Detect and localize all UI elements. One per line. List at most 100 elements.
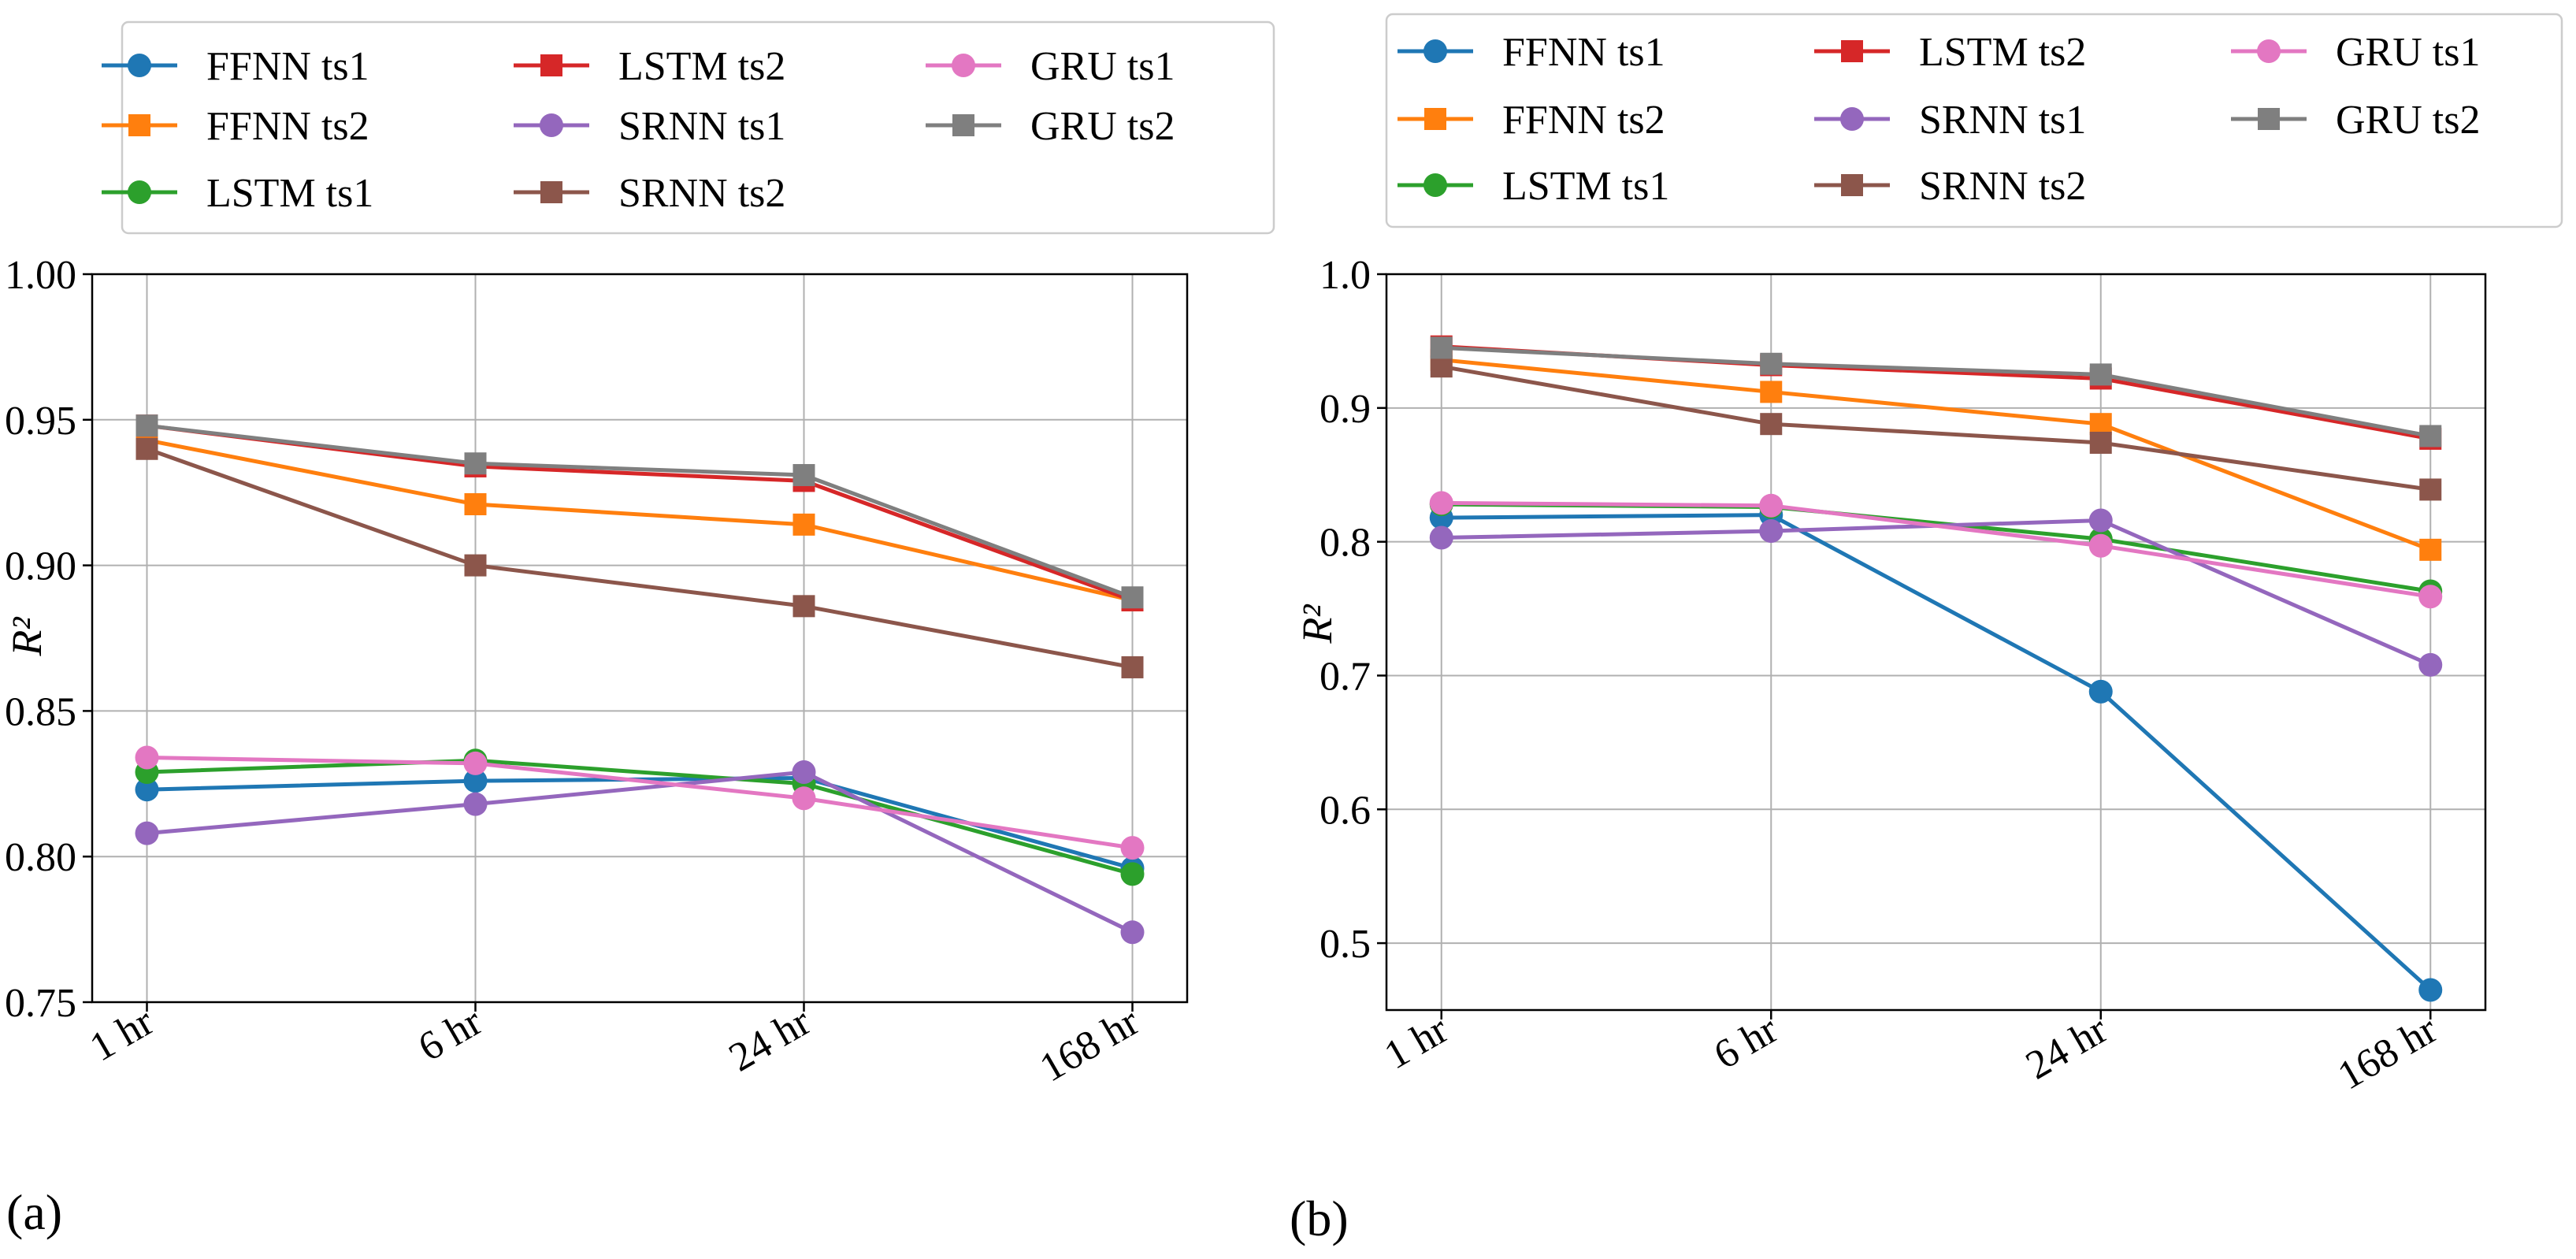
legend-label: GRU ts2 bbox=[2336, 98, 2480, 143]
data-point bbox=[1759, 493, 1784, 518]
data-point bbox=[2088, 679, 2113, 704]
legend-entry: GRU ts1 bbox=[2231, 30, 2480, 75]
legend-entry: LSTM ts1 bbox=[1397, 164, 1669, 209]
y-tick-label: 0.9 bbox=[1320, 387, 1371, 432]
legend-label: LSTM ts2 bbox=[1919, 30, 2086, 75]
data-point bbox=[1760, 413, 1783, 436]
data-point bbox=[135, 821, 159, 845]
data-point bbox=[1760, 381, 1783, 403]
data-point bbox=[2088, 508, 2113, 533]
x-tick-label: 6 hr bbox=[1706, 1007, 1785, 1079]
data-point bbox=[1430, 355, 1453, 378]
data-point bbox=[1121, 655, 1144, 678]
y-tick-label: 0.8 bbox=[1320, 521, 1371, 566]
legend-label: SRNN ts2 bbox=[1919, 164, 2086, 209]
data-point bbox=[792, 513, 815, 536]
legend-entry: FFNN ts2 bbox=[102, 104, 369, 149]
legend-entry: GRU ts1 bbox=[926, 44, 1175, 89]
y-tick-label: 1.00 bbox=[5, 253, 76, 298]
data-point bbox=[464, 452, 487, 475]
legend-marker bbox=[1423, 173, 1447, 197]
data-point bbox=[792, 786, 816, 811]
series-gru-ts2 bbox=[135, 414, 1144, 609]
legend-marker bbox=[1841, 40, 1863, 62]
data-point bbox=[464, 554, 487, 577]
legend-label: LSTM ts2 bbox=[618, 44, 785, 89]
legend-marker bbox=[540, 181, 562, 203]
data-point bbox=[1430, 336, 1453, 359]
legend-label: LSTM ts1 bbox=[1502, 164, 1669, 209]
series-lstm-ts1 bbox=[1429, 492, 2443, 604]
plot-frame bbox=[1385, 273, 2487, 1012]
series-line bbox=[146, 447, 1133, 670]
legend-marker bbox=[540, 113, 563, 137]
data-point bbox=[1121, 586, 1144, 609]
x-axis: 1 hr 6 hr 24 hr 168 hr bbox=[83, 999, 1147, 1091]
y-tick-label: 0.5 bbox=[1320, 922, 1371, 967]
plot-frame bbox=[91, 273, 1189, 1004]
series-line bbox=[147, 770, 1134, 934]
legend-entry: LSTM ts1 bbox=[102, 171, 373, 216]
y-tick-label: 0.90 bbox=[5, 544, 76, 589]
data-point bbox=[2089, 431, 2112, 454]
chart-panel-b: 0.50.60.70.80.91.01 hr 6 hr 24 hr 168 hrR²F… bbox=[1290, 13, 2563, 1246]
series-srnn-ts1 bbox=[135, 760, 1145, 945]
legend-entry: LSTM ts2 bbox=[1814, 30, 2086, 75]
series-line bbox=[1441, 500, 2431, 599]
legend-marker bbox=[128, 114, 150, 136]
panel-label: (a) bbox=[6, 1184, 62, 1240]
series-ffnn-ts1 bbox=[1429, 503, 2443, 1002]
y-tick-label: 1.0 bbox=[1320, 253, 1371, 298]
data-point bbox=[1429, 526, 1453, 550]
y-tick-label: 0.75 bbox=[5, 981, 76, 1026]
legend-entry: GRU ts2 bbox=[926, 104, 1175, 149]
legend-entry: SRNN ts2 bbox=[514, 171, 785, 216]
data-point bbox=[1120, 836, 1145, 860]
data-point bbox=[792, 760, 816, 785]
legend-entry: SRNN ts2 bbox=[1814, 164, 2086, 209]
data-point bbox=[463, 792, 488, 816]
data-point bbox=[792, 595, 815, 618]
y-axis: 0.5 0.6 0.7 0.8 0.9 1.0 bbox=[1320, 253, 1386, 967]
series-line bbox=[1441, 513, 2432, 992]
legend-entry: FFNN ts2 bbox=[1397, 98, 1665, 143]
legend-entry: GRU ts2 bbox=[2231, 98, 2480, 143]
y-axis-label: R² bbox=[1294, 604, 1341, 644]
data-point bbox=[2419, 478, 2442, 501]
data-point bbox=[1759, 519, 1784, 544]
legend-entry: FFNN ts1 bbox=[1397, 30, 1665, 75]
series-line bbox=[147, 758, 1134, 876]
grid bbox=[92, 273, 1187, 1003]
legend-frame bbox=[1385, 13, 2563, 228]
y-tick-label: 0.6 bbox=[1320, 788, 1371, 833]
legend-label: FFNN ts2 bbox=[1502, 98, 1665, 143]
series-srnn-ts2 bbox=[135, 437, 1144, 678]
legend-marker bbox=[1841, 174, 1863, 196]
legend-marker bbox=[952, 114, 974, 136]
legend: FFNN ts1 FFNN ts2 LSTM ts1 LSTM ts2 SRNN ts1… bbox=[1385, 13, 2563, 228]
y-axis: 0.75 0.80 0.85 0.90 0.95 1.00 bbox=[5, 253, 92, 1026]
data-point bbox=[1429, 491, 1453, 515]
data-point bbox=[792, 464, 815, 487]
legend-marker bbox=[128, 54, 151, 77]
legend: FFNN ts1 FFNN ts2 LSTM ts1 LSTM ts2 SRNN ts1… bbox=[102, 20, 1275, 235]
data-point bbox=[1120, 862, 1145, 886]
series-line bbox=[1441, 358, 2432, 552]
data-point bbox=[2088, 533, 2113, 558]
series-srnn-ts1 bbox=[1429, 508, 2443, 677]
legend-label: GRU ts1 bbox=[2336, 30, 2480, 75]
data-point bbox=[2419, 425, 2442, 448]
legend-marker bbox=[1423, 39, 1447, 63]
data-point bbox=[2418, 585, 2443, 609]
data-point bbox=[135, 437, 158, 460]
x-tick-label: 1 hr bbox=[83, 999, 161, 1071]
legend-entry: FFNN ts1 bbox=[102, 44, 369, 89]
series-line bbox=[147, 423, 1134, 600]
x-axis: 1 hr 6 hr 24 hr 168 hr bbox=[1377, 1007, 2444, 1099]
data-point bbox=[1760, 352, 1783, 375]
legend-label: LSTM ts1 bbox=[206, 171, 373, 216]
data-point bbox=[2418, 652, 2443, 677]
x-tick-label: 6 hr bbox=[411, 999, 490, 1071]
data-point bbox=[463, 751, 488, 775]
x-tick-label: 1 hr bbox=[1377, 1007, 1456, 1079]
